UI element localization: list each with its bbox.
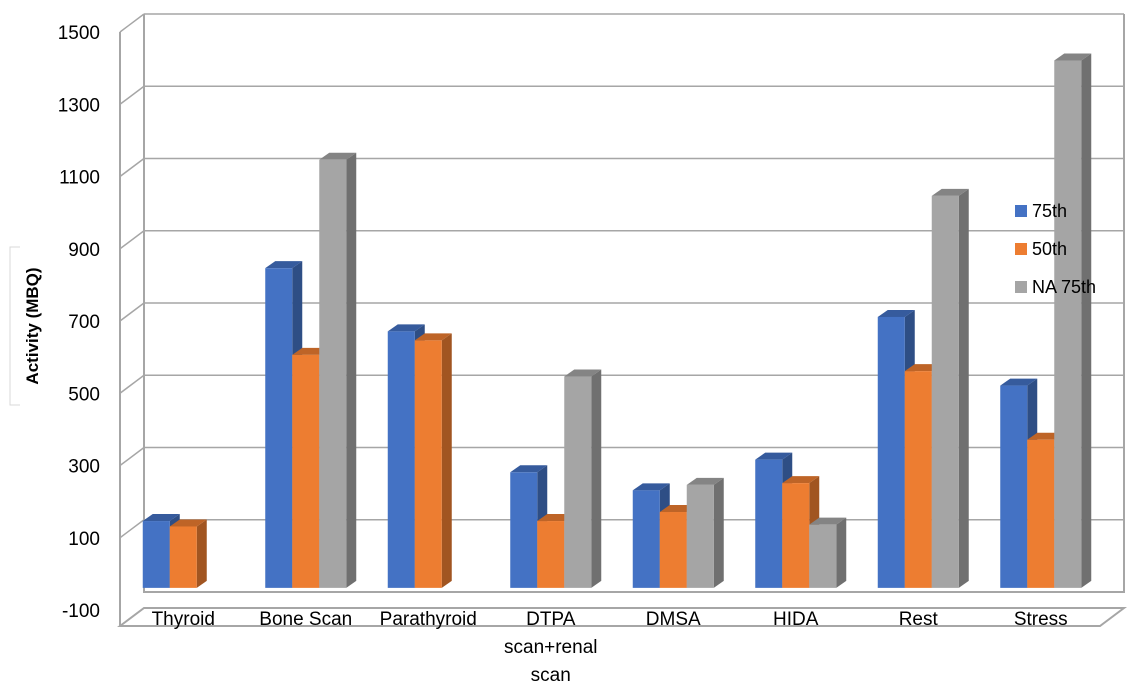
bar-top: [877, 309, 915, 317]
category-label: Stress: [1014, 609, 1068, 630]
bar: [169, 526, 197, 588]
bar: [1000, 385, 1028, 588]
gridline-side: [119, 13, 145, 33]
bar-top: [686, 477, 724, 485]
bar-top: [1054, 53, 1092, 61]
bar-side: [196, 519, 207, 588]
y-tick-label: 300: [68, 457, 100, 478]
gridline-side: [119, 85, 145, 105]
floor: [117, 607, 1127, 627]
bar-top: [1000, 378, 1038, 386]
category-label: scan+renal: [504, 637, 597, 658]
bar: [931, 195, 959, 588]
category-label: DTPA: [526, 609, 576, 630]
bar: [1027, 439, 1055, 588]
bar-side: [591, 369, 602, 588]
bar: [686, 484, 714, 588]
bar: [1054, 60, 1082, 588]
gridline-side: [119, 230, 145, 250]
bar: [414, 340, 442, 588]
y-axis-title-group: Activity (MBQ): [9, 246, 42, 406]
legend-label: 50th: [1032, 239, 1067, 259]
category-label: Parathyroid: [380, 609, 477, 630]
bar-top: [755, 452, 793, 460]
legend-swatch: [1015, 243, 1027, 255]
x-axis-categories: Thyroid Bone Scan Parathyroid DTPA scan+rena…: [152, 609, 1068, 682]
y-tick-label: -100: [62, 601, 100, 622]
y-tick-label: 700: [68, 312, 100, 333]
bar: [265, 268, 293, 588]
bar-top: [169, 519, 207, 527]
category-label: scan: [531, 665, 571, 682]
bar: [782, 483, 810, 588]
y-tick-label: 1100: [59, 168, 100, 189]
bar: [632, 490, 660, 588]
bar-side: [713, 477, 724, 588]
y-tick-label: 500: [68, 384, 100, 405]
bar: [510, 472, 538, 588]
category-label: DMSA: [646, 609, 701, 630]
bar-top: [265, 261, 303, 269]
gridline-side: [119, 302, 145, 322]
category-label: HIDA: [773, 609, 819, 630]
bar-top: [782, 476, 820, 484]
y-axis-title: Activity (MBQ): [23, 267, 42, 384]
bar-top: [142, 514, 180, 522]
y-tick-label: 1300: [58, 95, 100, 116]
gridline-side: [119, 519, 145, 539]
bar-top: [414, 333, 452, 341]
legend-label: 75th: [1032, 201, 1067, 221]
bar-top: [931, 188, 969, 196]
legend-swatch: [1015, 205, 1027, 217]
bars: [142, 53, 1092, 588]
bar-side: [958, 188, 969, 588]
gridline-side: [119, 374, 145, 394]
bar: [877, 316, 905, 588]
bar: [755, 459, 783, 588]
bar: [319, 159, 347, 588]
bar: [537, 521, 565, 588]
legend-label: NA 75th: [1032, 277, 1096, 297]
gridline-side: [119, 157, 145, 178]
y-tick-label: 900: [68, 240, 100, 261]
bar: [659, 512, 687, 588]
bar-side: [836, 517, 847, 588]
bar-side: [1081, 53, 1092, 588]
category-label: Thyroid: [152, 609, 215, 630]
y-tick-label: 1500: [58, 23, 100, 44]
bar-side: [346, 152, 357, 588]
legend-swatch: [1015, 281, 1027, 293]
gridline-side: [119, 446, 145, 467]
category-label: Rest: [899, 609, 939, 630]
bar-top: [809, 517, 847, 525]
legend: 75th 50th NA 75th: [1015, 201, 1096, 297]
bar: [904, 371, 932, 588]
bar: [564, 376, 592, 588]
bar: [292, 354, 320, 588]
bar-top: [387, 324, 425, 332]
bar: [809, 524, 837, 588]
bar-top: [510, 465, 548, 473]
y-axis-title-box: [9, 246, 20, 406]
y-tick-label: 100: [68, 529, 100, 550]
bar-top: [564, 369, 602, 377]
bar-side: [441, 333, 452, 588]
bar: [387, 331, 415, 588]
y-axis-ticks: -100 100 300 500 700 900 1100 1300 1500: [58, 23, 100, 622]
bar: [142, 521, 170, 588]
bar-top: [632, 483, 670, 491]
bar-top: [319, 152, 357, 160]
category-label: Bone Scan: [259, 609, 352, 630]
